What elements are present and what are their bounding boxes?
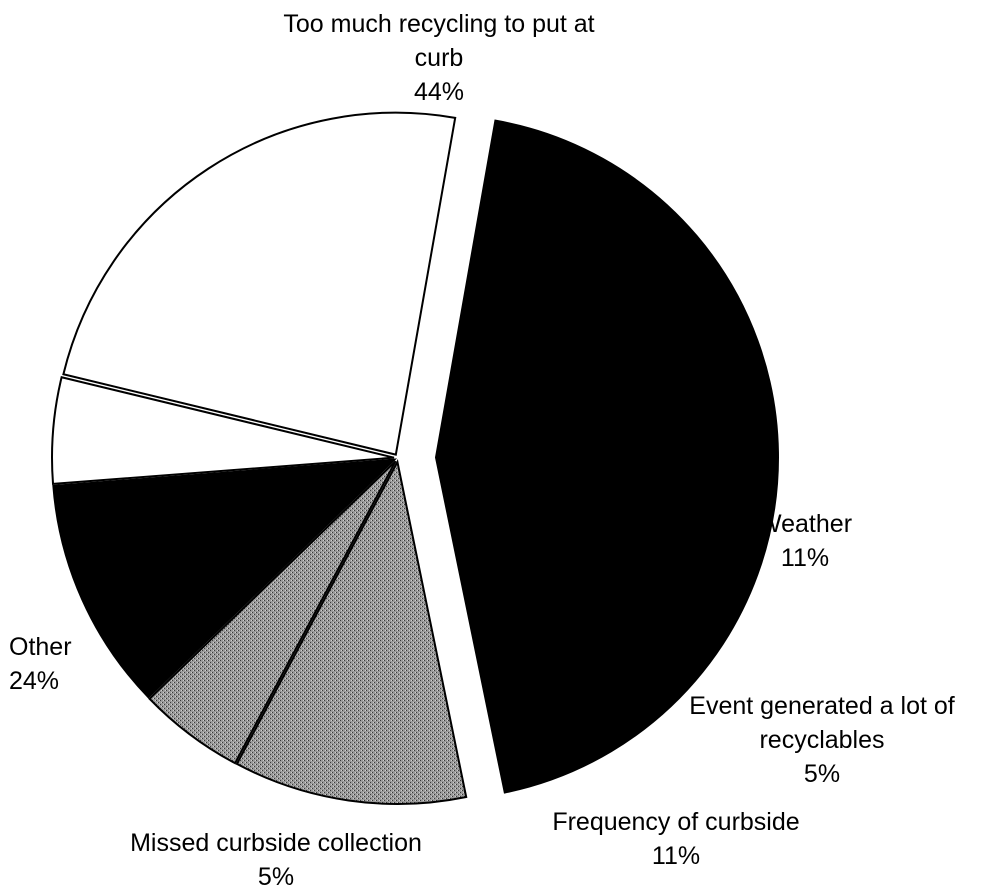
slice-percent-label-4: 11% [652,842,700,870]
pie-slice-3 [148,460,397,765]
slice-category-label-4: Frequency of curbside [552,808,799,836]
pie-slice-4 [52,458,398,699]
slice-percent-label-5: 5% [258,863,294,891]
slice-category-label-3: recyclables [759,726,884,754]
slice-percent-label-2: 11% [781,544,829,572]
slice-percent-label-6: 24% [9,667,59,695]
pie-slice-1 [434,119,779,794]
slice-category-label-2: Weather [758,510,852,538]
pie-slice-5 [51,376,395,485]
slice-category-label-6: Other [9,633,72,661]
slice-percent-label-1: 44% [414,78,464,106]
pie-slice-2 [235,459,468,805]
slice-category-label-1: curb [415,44,464,72]
slice-category-label-1: Too much recycling to put at [283,10,594,38]
slice-percent-label-3: 5% [804,760,840,788]
pie-slice-6 [62,111,457,456]
slice-category-label-5: Missed curbside collection [130,829,422,857]
slice-category-label-3: Event generated a lot of [689,692,955,720]
